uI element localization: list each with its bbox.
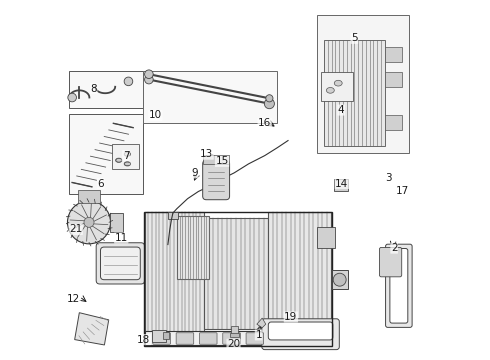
Bar xyxy=(145,330,331,345)
Text: 2: 2 xyxy=(391,243,397,253)
Circle shape xyxy=(68,201,111,244)
Text: 3: 3 xyxy=(385,173,392,183)
Text: 12: 12 xyxy=(67,294,80,304)
FancyBboxPatch shape xyxy=(390,248,408,323)
Bar xyxy=(78,190,100,203)
Polygon shape xyxy=(257,318,266,328)
FancyBboxPatch shape xyxy=(153,333,171,344)
Bar xyxy=(145,212,204,338)
Text: 18: 18 xyxy=(137,334,150,345)
Bar xyxy=(163,332,169,338)
FancyBboxPatch shape xyxy=(176,333,194,344)
Ellipse shape xyxy=(116,158,122,162)
Text: 21: 21 xyxy=(69,225,82,234)
Bar xyxy=(143,71,277,123)
Text: 4: 4 xyxy=(338,105,344,115)
Bar xyxy=(203,155,229,164)
Bar xyxy=(112,144,139,169)
Text: 5: 5 xyxy=(351,33,358,43)
Circle shape xyxy=(124,77,133,86)
Text: 8: 8 xyxy=(90,84,97,94)
Bar xyxy=(152,329,166,342)
FancyBboxPatch shape xyxy=(262,319,339,350)
Ellipse shape xyxy=(124,152,131,156)
Bar xyxy=(177,216,209,279)
Text: 13: 13 xyxy=(200,149,213,159)
Bar xyxy=(168,212,178,220)
Circle shape xyxy=(145,75,153,84)
FancyBboxPatch shape xyxy=(100,247,140,280)
Circle shape xyxy=(265,99,274,109)
Bar xyxy=(69,114,143,194)
Bar xyxy=(334,179,347,192)
FancyBboxPatch shape xyxy=(199,333,217,344)
Text: 20: 20 xyxy=(227,339,240,349)
Bar xyxy=(321,72,353,101)
Bar xyxy=(385,116,402,130)
Bar xyxy=(69,71,143,108)
Text: 1: 1 xyxy=(255,330,262,340)
Bar xyxy=(385,72,402,87)
Bar xyxy=(332,270,348,289)
Text: 15: 15 xyxy=(216,156,229,166)
FancyBboxPatch shape xyxy=(269,322,333,340)
Text: 17: 17 xyxy=(396,186,410,197)
FancyBboxPatch shape xyxy=(223,333,240,344)
Circle shape xyxy=(68,93,76,102)
Text: 16: 16 xyxy=(258,118,271,128)
Circle shape xyxy=(266,95,273,102)
Bar xyxy=(110,213,123,232)
Ellipse shape xyxy=(334,80,342,86)
Bar xyxy=(385,47,402,62)
Text: 11: 11 xyxy=(115,233,128,243)
Bar xyxy=(317,226,335,248)
Ellipse shape xyxy=(326,87,334,93)
Text: 14: 14 xyxy=(335,179,348,189)
Circle shape xyxy=(145,70,153,78)
Bar xyxy=(324,40,385,146)
Bar xyxy=(230,333,239,337)
Text: 6: 6 xyxy=(98,179,104,189)
Text: 19: 19 xyxy=(284,312,297,322)
Circle shape xyxy=(333,273,346,286)
Text: 10: 10 xyxy=(149,111,162,121)
Bar xyxy=(318,15,409,153)
Text: 7: 7 xyxy=(122,150,129,161)
FancyBboxPatch shape xyxy=(386,244,412,327)
Polygon shape xyxy=(74,313,109,345)
Bar xyxy=(204,218,269,329)
Text: 9: 9 xyxy=(192,168,198,178)
FancyBboxPatch shape xyxy=(246,333,264,344)
Bar xyxy=(269,212,331,338)
FancyBboxPatch shape xyxy=(379,247,402,277)
Circle shape xyxy=(84,217,94,227)
Bar xyxy=(144,212,332,346)
FancyBboxPatch shape xyxy=(96,243,145,284)
Bar xyxy=(231,326,238,336)
FancyBboxPatch shape xyxy=(203,160,230,200)
Ellipse shape xyxy=(124,162,131,166)
